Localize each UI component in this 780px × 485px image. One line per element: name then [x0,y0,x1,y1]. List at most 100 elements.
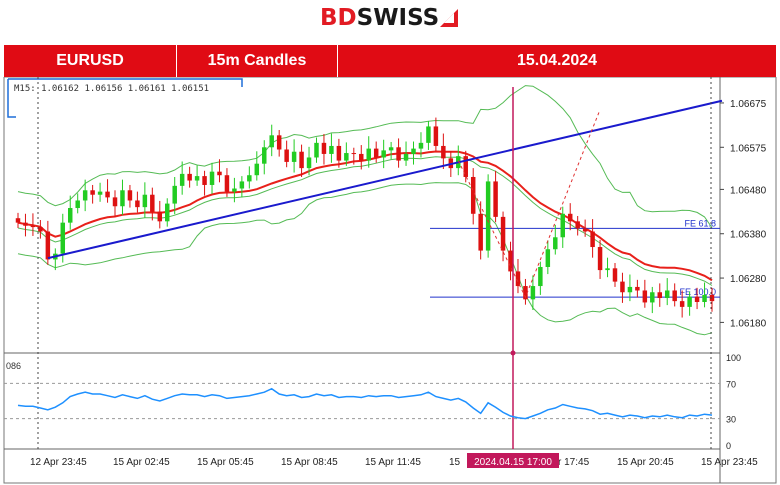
candle-body [485,181,491,251]
candle-body [441,145,446,159]
candle-body [657,292,663,299]
ohlc-info-line: M15: 1.06162 1.06156 1.06161 1.06151 [14,84,209,94]
candle-body [247,175,252,182]
candle-body [597,247,603,271]
candle-body [560,213,565,238]
candle-body [500,216,506,251]
date-label: 15.04.2024 [516,52,598,69]
candle-body [30,225,36,228]
y-tick-label: 1.06480 [730,185,767,196]
candle-body [306,157,312,169]
candle-body [702,294,707,303]
fib-expansion-path [457,109,601,299]
fib-label: FE 100.0 [679,287,716,297]
fib-label: FE 61.8 [684,218,716,228]
candle-body [254,163,260,176]
candle-body [67,208,73,223]
overlays [37,77,723,449]
crosshair-time-box [467,453,559,468]
candle-body [709,294,715,302]
candle-body [575,221,580,229]
candle-body [336,145,342,161]
candle-body [120,190,125,207]
candle-body [60,222,66,254]
candle-body [97,191,103,195]
moving-average [17,150,713,282]
candle-body [672,290,677,302]
x-tick-label-partial: 15 [449,457,461,468]
candle-body [45,231,51,260]
bollinger-bands [17,85,713,336]
candle-body [165,203,170,222]
candle-body [157,211,163,222]
candle-body [567,213,573,222]
rsi-tick-label: 100 [726,353,741,363]
x-tick-label: 15 Apr 23:45 [701,457,758,468]
candle-body [142,194,148,208]
candle-body [351,153,357,155]
candle-body [403,153,409,161]
y-tick-label: 1.06575 [730,143,767,154]
candle-body [284,149,289,162]
price-chart: M15: 1.06162 1.06156 1.06161 1.06151 FE … [3,77,777,484]
candle-body [179,173,185,186]
rsi-tick-label: 70 [726,379,736,389]
x-tick-label: 15 Apr 02:45 [113,457,170,468]
x-tick-label: 15 Apr 05:45 [197,457,254,468]
rsi-panel: 100 70 30 0 086 [4,353,741,451]
candle-body [553,237,558,250]
candle-body [627,286,633,293]
candle-body [224,175,230,192]
candle-body [418,142,424,149]
brand-logo-text: BDSWISS [320,5,439,31]
candle-body [426,126,431,143]
candle-body [291,151,297,162]
ma-line [17,150,713,282]
candle-body [150,194,155,212]
candle-body [687,296,692,307]
upper-band [17,85,713,228]
candle-body [202,176,207,185]
brand-header: BDSWISS [0,0,780,38]
candle-body [344,153,349,161]
candle-body [23,222,28,226]
candle-body [530,286,536,300]
candle-body [373,148,379,158]
candle-body [605,268,610,271]
candle-body [276,135,282,150]
candle-body [82,190,88,201]
candle-body [388,147,394,151]
candle-body [366,148,371,161]
y-tick-label: 1.06280 [730,274,767,285]
candle-body [299,151,304,169]
candle-body [269,135,274,148]
brand-swiss: SWISS [356,5,440,31]
candle-body [15,218,21,223]
brand-arrow-icon [440,9,458,27]
candle-body [239,181,245,189]
candle-body [38,227,43,232]
candle-body [135,200,140,208]
candle-body [478,213,483,251]
candle-body [463,156,468,177]
candle-body [620,281,625,293]
lower-band [17,182,713,336]
candle-body [209,171,215,185]
candle-body [172,185,177,204]
candle-body [75,200,80,209]
candle-body [396,147,401,161]
candle-body [590,231,595,248]
symbol-label: EURUSD [4,45,177,77]
title-bar: EURUSD 15m Candles 15.04.2024 [4,45,776,77]
y-tick-label: 1.06675 [730,99,767,110]
rsi-tick-label: 30 [726,415,736,425]
candle-body [232,188,237,192]
time-axis: 12 Apr 23:45 15 Apr 02:45 15 Apr 05:45 15 A… [30,453,758,468]
candle-body [470,176,476,214]
x-tick-label: 15 Apr 20:45 [617,457,674,468]
candle-body [493,181,498,217]
candle-body [694,296,700,303]
candle-body [582,228,588,232]
crosshair-time-label: 2024.04.15 17:00 [474,457,552,468]
price-axis: 1.06675 1.06575 1.06480 1.06380 1.06280 1.061… [720,99,767,329]
